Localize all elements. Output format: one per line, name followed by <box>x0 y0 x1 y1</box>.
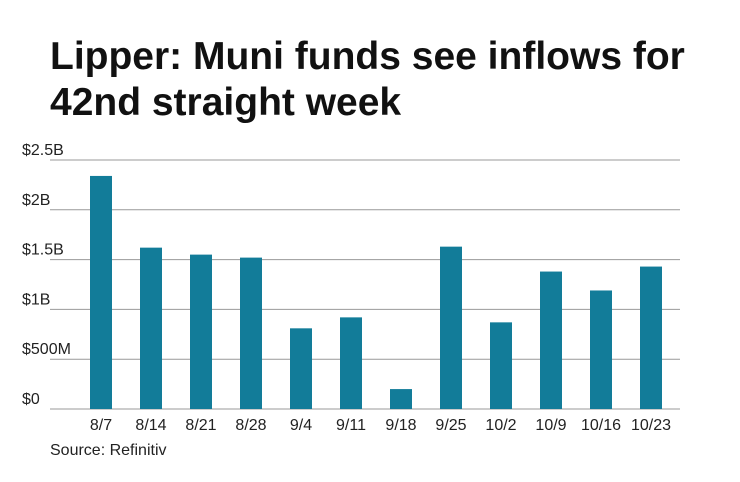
y-tick-label: $0 <box>22 391 40 408</box>
x-tick-label: 8/7 <box>90 417 112 434</box>
x-tick-label: 9/25 <box>435 417 466 434</box>
y-tick-label: $2B <box>22 192 50 209</box>
bar <box>340 317 362 409</box>
bar <box>140 247 162 409</box>
bar <box>440 246 462 409</box>
y-tick-label: $2.5B <box>22 142 64 159</box>
bar <box>390 389 412 409</box>
bar <box>190 254 212 409</box>
chart-title: Lipper: Muni funds see inflows for 42nd … <box>50 35 685 124</box>
x-tick-label: 10/9 <box>535 417 566 434</box>
bar <box>490 322 512 409</box>
bar <box>590 290 612 409</box>
y-tick-label: $500M <box>22 341 71 358</box>
bar <box>240 257 262 409</box>
x-tick-label: 9/18 <box>385 417 416 434</box>
x-tick-label: 8/14 <box>135 417 166 434</box>
bar <box>290 328 312 409</box>
x-tick-label: 10/16 <box>581 417 621 434</box>
bar <box>640 266 662 409</box>
x-tick-label: 9/11 <box>336 417 366 434</box>
y-tick-label: $1B <box>22 291 50 308</box>
source-note: Source: Refinitiv <box>50 442 167 459</box>
x-tick-label: 9/4 <box>290 417 312 434</box>
x-tick-label: 8/21 <box>185 417 216 434</box>
x-tick-label: 10/2 <box>485 417 516 434</box>
y-tick-label: $1.5B <box>22 242 64 259</box>
bar <box>90 175 112 409</box>
x-tick-label: 8/28 <box>235 417 266 434</box>
x-tick-label: 10/23 <box>631 417 671 434</box>
bar <box>540 271 562 409</box>
